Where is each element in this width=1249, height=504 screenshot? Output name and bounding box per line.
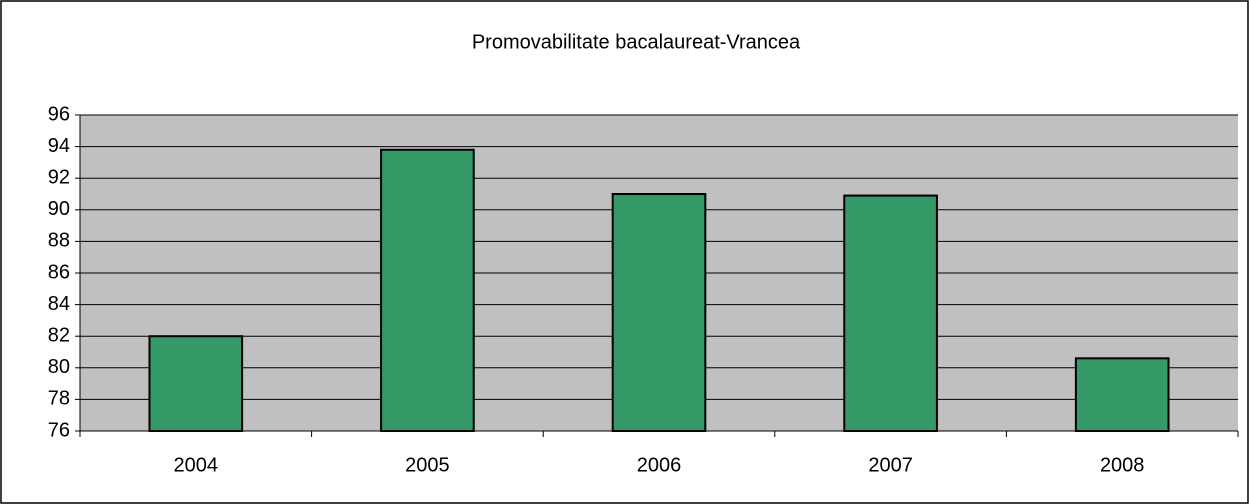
y-tick-label: 96 bbox=[48, 103, 70, 125]
chart-title: Promovabilitate bacalaureat-Vrancea bbox=[472, 31, 801, 53]
bar bbox=[843, 194, 938, 432]
bar bbox=[148, 335, 244, 433]
x-tick-label: 2006 bbox=[637, 454, 682, 476]
y-tick-label: 90 bbox=[48, 198, 70, 220]
y-tick-label: 78 bbox=[48, 388, 70, 410]
y-tick-label: 92 bbox=[48, 166, 70, 188]
bar bbox=[1074, 357, 1170, 433]
y-tick-label: 80 bbox=[48, 356, 70, 378]
bar bbox=[611, 193, 707, 432]
y-tick-label: 88 bbox=[48, 230, 70, 252]
y-tick-label: 82 bbox=[48, 324, 70, 346]
y-tick-label: 84 bbox=[48, 293, 70, 315]
bar bbox=[380, 148, 475, 432]
y-tick-label: 86 bbox=[48, 261, 70, 283]
x-tick-label: 2007 bbox=[868, 454, 913, 476]
y-tick-label: 94 bbox=[48, 135, 70, 157]
x-tick-label: 2004 bbox=[174, 454, 219, 476]
y-tick-label: 76 bbox=[48, 419, 70, 441]
x-tick-label: 2008 bbox=[1100, 454, 1145, 476]
x-tick-label: 2005 bbox=[405, 454, 450, 476]
